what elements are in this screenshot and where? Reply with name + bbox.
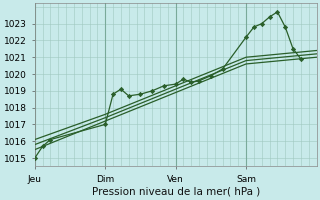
X-axis label: Pression niveau de la mer( hPa ): Pression niveau de la mer( hPa ) (92, 187, 260, 197)
